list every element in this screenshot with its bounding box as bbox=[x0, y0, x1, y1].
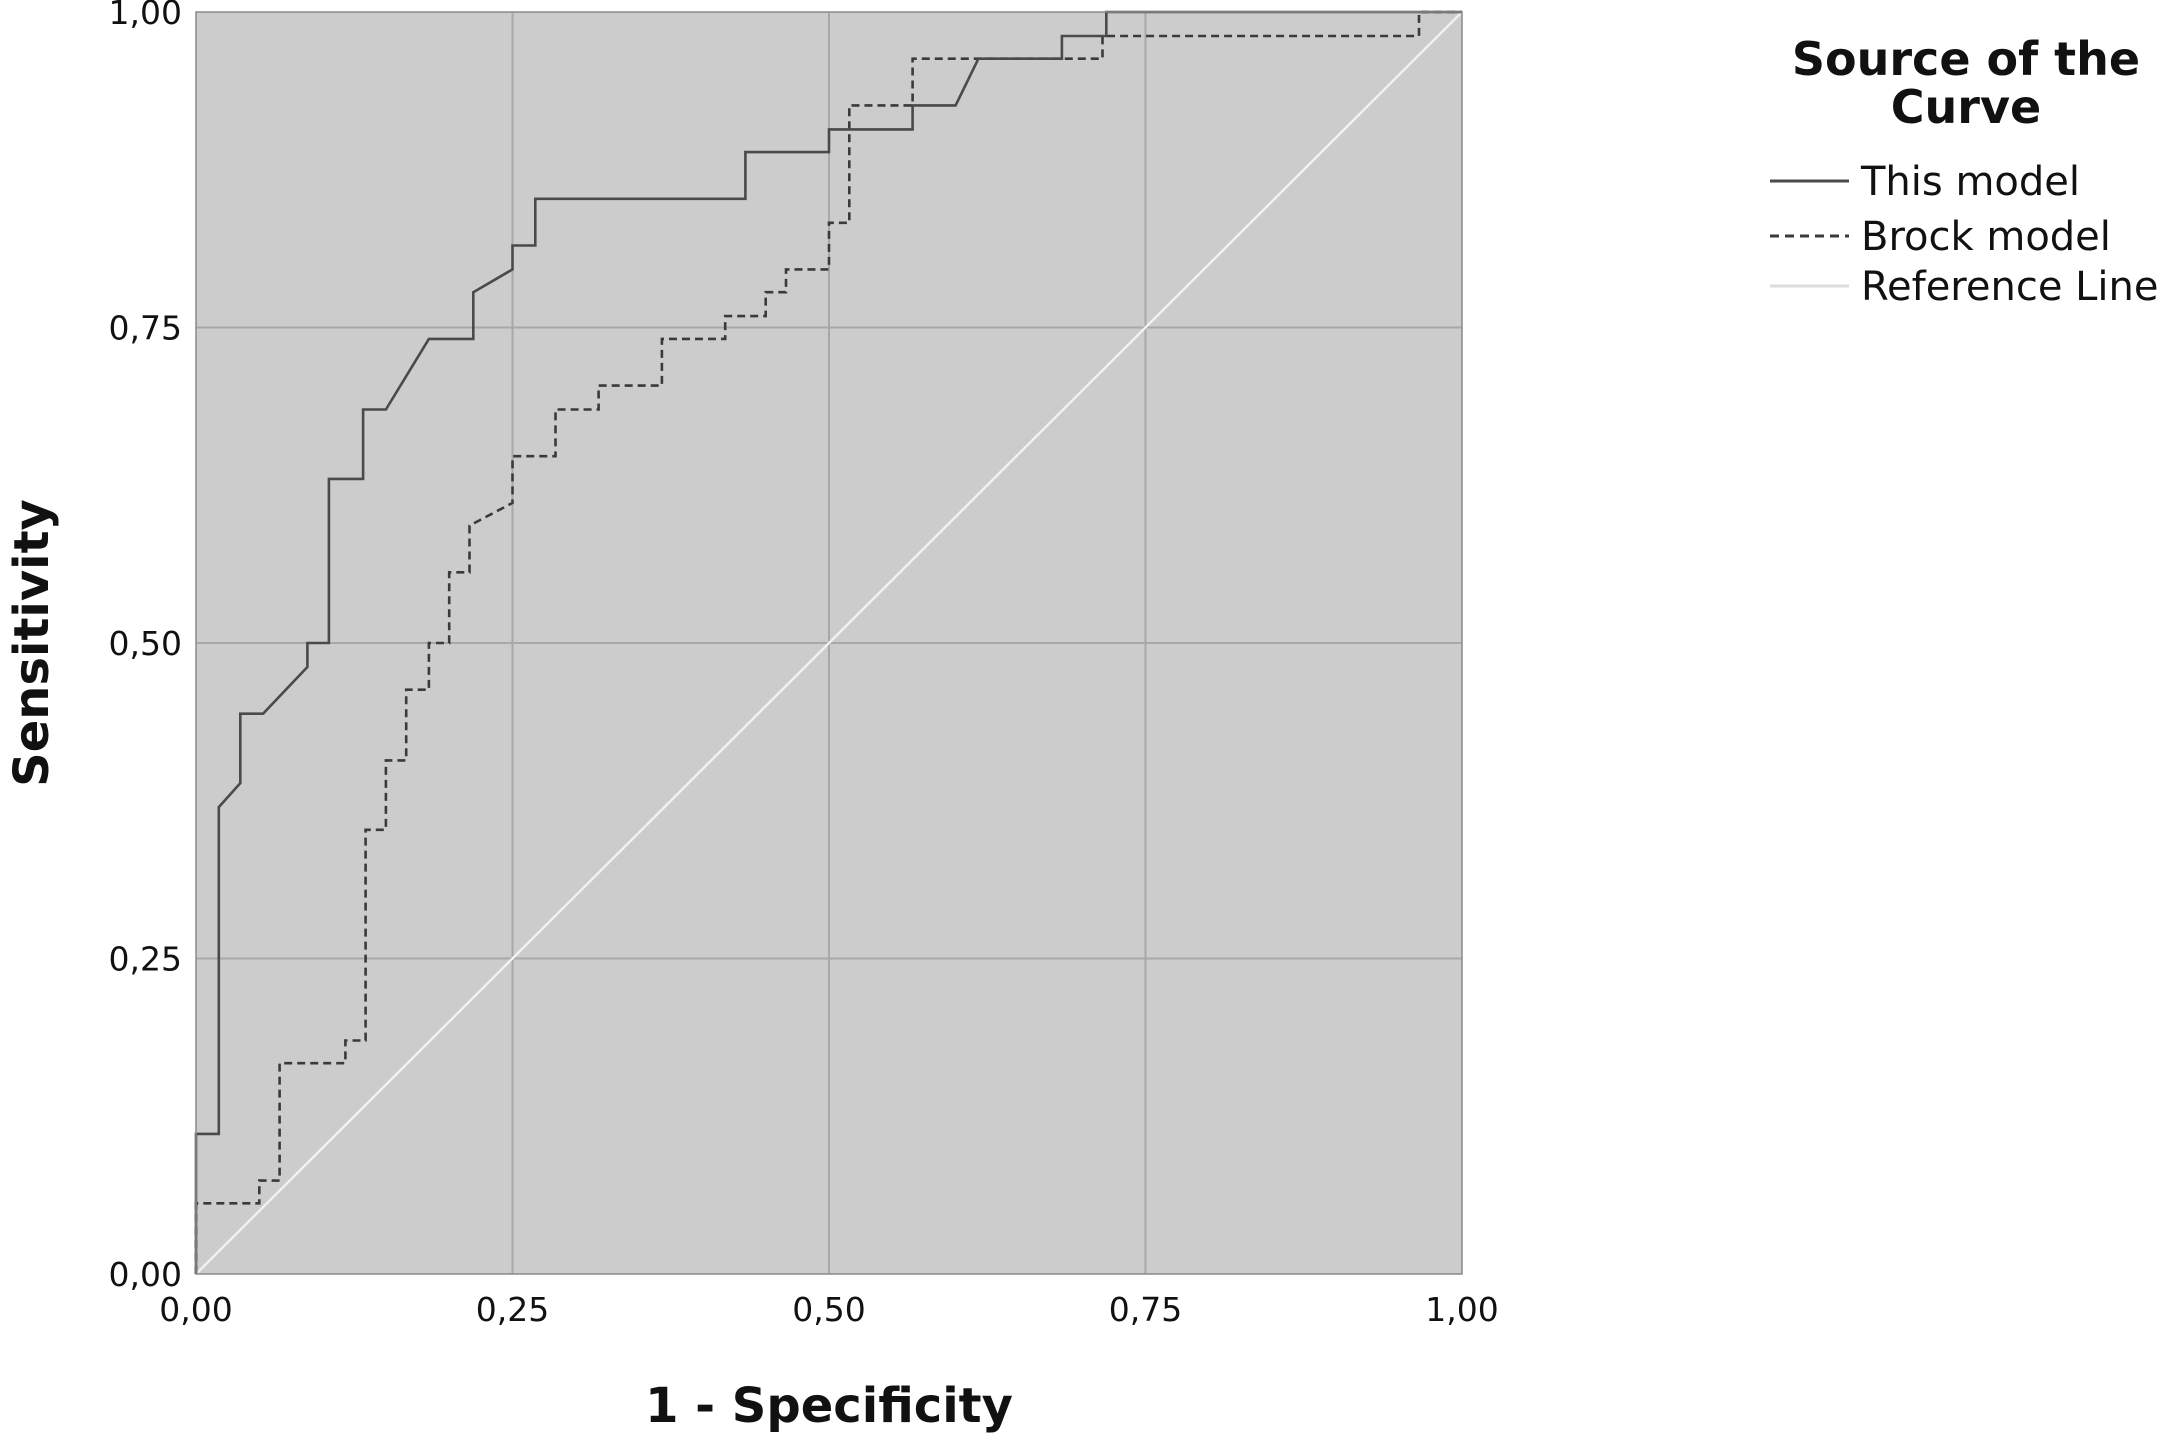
x-tick-label: 0,00 bbox=[159, 1290, 232, 1329]
series-this-model bbox=[194, 10, 1462, 1274]
x-tick-label: 0,25 bbox=[476, 1290, 549, 1329]
x-axis-title: 1 - Specificity bbox=[645, 1378, 1013, 1434]
y-tick-label: 0,50 bbox=[109, 624, 182, 663]
legend-label-this-model: This model bbox=[1860, 159, 2080, 205]
y-tick-label: 0,00 bbox=[109, 1255, 182, 1294]
legend: Source of the Curve This model Brock mod… bbox=[1770, 32, 2159, 310]
legend-label-brock-model: Brock model bbox=[1861, 214, 2111, 260]
y-tick-label: 0,25 bbox=[109, 940, 182, 979]
y-axis-title: Sensitivity bbox=[4, 499, 60, 787]
y-tick-label: 0,75 bbox=[109, 309, 182, 348]
x-tick-label: 0,75 bbox=[1109, 1290, 1182, 1329]
x-tick-label: 1,00 bbox=[1425, 1290, 1498, 1329]
legend-title-line-1: Source of the bbox=[1792, 32, 2140, 86]
series-layer bbox=[194, 10, 1463, 1275]
axis-ticks: 0,000,00 0,25 0,25 0,50 0,50 0,75 0,75 1,00 1,00 bbox=[109, 0, 1499, 1329]
legend-label-reference-line: Reference Line bbox=[1861, 264, 2159, 310]
series-reference-line bbox=[195, 11, 1463, 1275]
plot-border bbox=[195, 11, 1463, 1275]
y-tick-label: 1,00 bbox=[109, 0, 182, 32]
x-tick-label: 0,50 bbox=[792, 1290, 865, 1329]
legend-title-line-2: Curve bbox=[1891, 80, 2041, 134]
series-brock-model bbox=[194, 10, 1462, 1274]
